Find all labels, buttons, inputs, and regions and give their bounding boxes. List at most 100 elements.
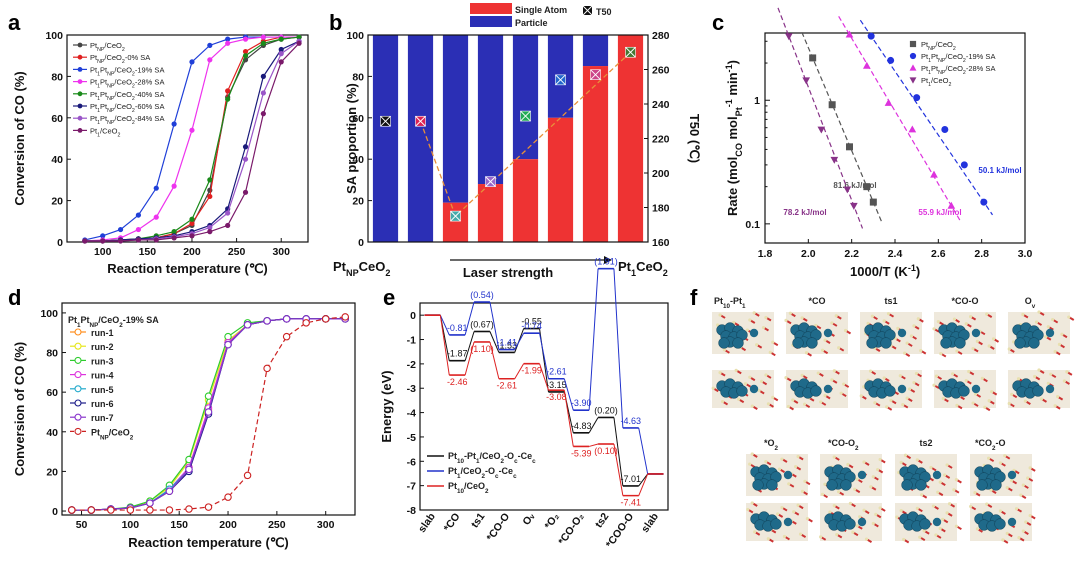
legend-t50-label: T50: [596, 7, 612, 17]
legend-label-part: /CeO: [461, 466, 482, 476]
pt-atom: [1028, 337, 1040, 349]
pt-single-atom: [823, 384, 833, 394]
t50-marker-hatch: [415, 115, 426, 127]
energy-connector: [539, 363, 549, 391]
data-point: [171, 121, 177, 127]
single-atom-bar: [442, 202, 469, 242]
y-tick-label: -5: [407, 432, 416, 444]
legend-label-part: 1: [457, 473, 461, 480]
data-point: [887, 56, 895, 64]
ce-atom: [912, 324, 916, 328]
ce-atom: [823, 482, 827, 486]
panel-a-chart: 100 150 200 250 300 0 20 40 60 80 100 Reaction temp…: [12, 30, 309, 276]
ce-atom: [945, 511, 949, 515]
data-point: [225, 222, 231, 229]
data-point: [189, 216, 195, 222]
single-atom-bar: [477, 184, 504, 242]
data-point: [242, 36, 249, 42]
data-point: [225, 96, 231, 102]
legend-label-part: /CeO: [114, 78, 132, 87]
ce-atom: [952, 488, 956, 492]
legend-label-part: Pt: [448, 451, 457, 461]
legend-marker: [74, 427, 82, 435]
structure-label-part: *CO: [975, 438, 992, 448]
legend-label-part: -O: [504, 451, 514, 461]
ce-atom: [780, 505, 784, 510]
panel-f-structures: Pt10-Pt1 *CO ts1 *CO-O Ov*O2 *CO-O2 ts2 *CO2-O: [711, 296, 1075, 544]
ce-atom: [1024, 520, 1028, 524]
ce-atom: [1037, 368, 1041, 372]
ce-atom: [832, 369, 836, 373]
t50-marker-hatch: [625, 46, 636, 58]
laser-arrow-head: [604, 256, 612, 264]
legend-label-part: -28% SA: [966, 64, 996, 73]
y-axis-label-part: Pt: [734, 107, 744, 116]
legend-label-part: Pt: [931, 52, 939, 61]
pt-single-atom: [1045, 384, 1055, 394]
legend-label: run-7: [91, 413, 114, 423]
ce-atom: [1023, 399, 1027, 403]
single-atom-bar: [617, 35, 644, 242]
legend-label-part: /CeO: [935, 40, 953, 49]
ce-atom: [832, 504, 836, 508]
legend-label: run-3: [91, 356, 114, 366]
legend-label-part: /CeO: [109, 427, 130, 437]
data-point: [867, 32, 875, 40]
legend-label-part: 2: [122, 59, 125, 65]
energy-value-label: (0.67): [470, 319, 494, 329]
data-point: [930, 170, 938, 178]
ce-atom: [1065, 370, 1069, 374]
structure-label-part: 2: [775, 445, 779, 452]
ce-atom: [792, 510, 796, 514]
ce-atom: [932, 327, 936, 331]
legend-label: Pt1PtNP/CeO2-28% SA: [921, 64, 995, 76]
x-tick-label: 1.8: [758, 248, 773, 260]
pt-atom: [901, 479, 913, 491]
structure-model: [969, 502, 1036, 544]
ce-atom: [939, 351, 943, 356]
ce-atom: [752, 311, 756, 315]
legend-label-part: 2: [953, 46, 956, 52]
ce-atom: [985, 502, 989, 506]
ce-atom: [720, 399, 725, 404]
ce-atom: [870, 314, 875, 318]
legend-marker: [74, 328, 82, 336]
ce-atom: [743, 382, 748, 386]
ce-atom: [782, 534, 787, 539]
ce-atom: [990, 390, 994, 394]
legend-label-part: /CeO: [104, 53, 122, 62]
x-tick-label: 2.2: [844, 248, 859, 260]
x-tick-label: 50: [76, 519, 88, 531]
ce-atom: [750, 452, 754, 456]
data-point: [146, 506, 154, 514]
ce-atom: [848, 501, 852, 505]
energy-connector: [464, 331, 475, 361]
legend-label: Pt1PtNP/CeO2-40% SA: [90, 90, 164, 102]
structure-label-part: -O: [996, 438, 1006, 448]
data-point: [845, 30, 854, 38]
pt-atom: [994, 518, 1006, 530]
pt-atom: [958, 385, 970, 397]
data-point: [243, 321, 252, 329]
ce-atom: [787, 482, 791, 486]
x-axis-label-part: 1000/T (K: [850, 264, 908, 279]
ce-atom: [975, 339, 980, 343]
legend-label-part: -60% SA: [135, 102, 165, 111]
ce-atom: [969, 504, 973, 509]
pt-atom: [884, 385, 896, 397]
ce-atom: [734, 368, 738, 372]
x-tick-label: 100: [122, 519, 140, 531]
ce-atom: [711, 386, 715, 390]
panel-letter-b: b: [329, 10, 342, 35]
y-tick-label: 100: [346, 30, 364, 42]
legend-label: Pt10/CeO2: [448, 481, 489, 495]
data-point: [784, 33, 793, 41]
legend-label-part: -84% SA: [135, 114, 165, 123]
legend-label-part: /CeO: [945, 52, 963, 61]
ce-atom: [755, 343, 759, 347]
ce-atom: [975, 527, 980, 531]
legend-label: PtNP/CeO2: [90, 41, 125, 53]
data-point: [242, 48, 249, 55]
legend-label: Pt1PtNP/CeO2-60% SA: [90, 102, 164, 114]
legend-label-part: -Ce: [518, 451, 533, 461]
